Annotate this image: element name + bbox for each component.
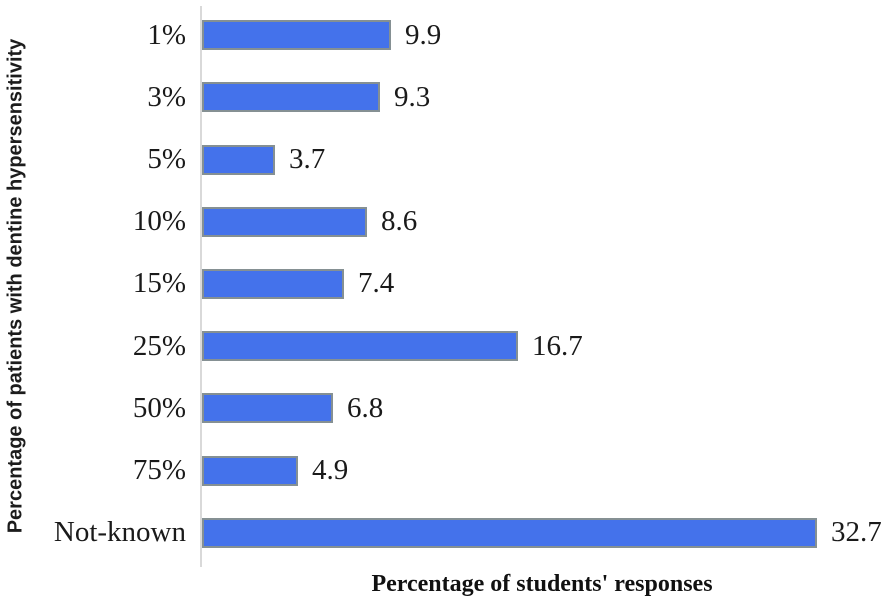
category-label: 75%: [132, 454, 186, 487]
category-label: 5%: [147, 143, 186, 176]
category-label: 3%: [147, 80, 186, 113]
x-axis-title: Percentage of students' responses: [371, 571, 713, 597]
bar-row: 10% 8.6: [0, 191, 884, 253]
bar-row: 1% 9.9: [0, 4, 884, 66]
value-label: 32.7: [831, 516, 882, 549]
category-label: 50%: [132, 391, 186, 424]
bar-track: 32.7: [194, 502, 884, 564]
value-label: 16.7: [532, 329, 583, 362]
bar-track: 4.9: [194, 440, 884, 502]
category-label: Not-known: [53, 516, 186, 549]
bar: [202, 455, 298, 486]
bar: [202, 20, 391, 51]
bar-track: 9.3: [194, 66, 884, 128]
bar-track: 9.9: [194, 4, 884, 66]
bar: [202, 331, 518, 362]
y-axis-line: [200, 6, 202, 567]
value-label: 9.9: [405, 18, 442, 51]
bar: [202, 144, 275, 175]
bar-row: 5% 3.7: [0, 128, 884, 190]
value-label: 3.7: [289, 143, 326, 176]
value-label: 6.8: [347, 391, 384, 424]
bar-rows: 1% 9.9 3% 9.3 5% 3.7 10% 8.6 15% 7.4: [0, 4, 884, 564]
bar: [202, 517, 817, 548]
bar-track: 7.4: [194, 253, 884, 315]
bar: [202, 82, 380, 113]
value-label: 4.9: [312, 454, 349, 487]
category-label: 15%: [132, 267, 186, 300]
bar-track: 8.6: [194, 191, 884, 253]
category-label: 1%: [147, 18, 186, 51]
bar-track: 16.7: [194, 315, 884, 377]
category-label: 10%: [132, 205, 186, 238]
bar-track: 6.8: [194, 377, 884, 439]
bar-row: 15% 7.4: [0, 253, 884, 315]
bar-row: 3% 9.3: [0, 66, 884, 128]
value-label: 7.4: [358, 267, 395, 300]
bar: [202, 206, 367, 237]
bar-row: 75% 4.9: [0, 440, 884, 502]
bar: [202, 393, 333, 424]
bar-row: Not-known 32.7: [0, 502, 884, 564]
value-label: 8.6: [381, 205, 418, 238]
bar-track: 3.7: [194, 128, 884, 190]
value-label: 9.3: [394, 80, 431, 113]
bar: [202, 268, 344, 299]
bar-row: 25% 16.7: [0, 315, 884, 377]
bar-row: 50% 6.8: [0, 377, 884, 439]
category-label: 25%: [132, 329, 186, 362]
